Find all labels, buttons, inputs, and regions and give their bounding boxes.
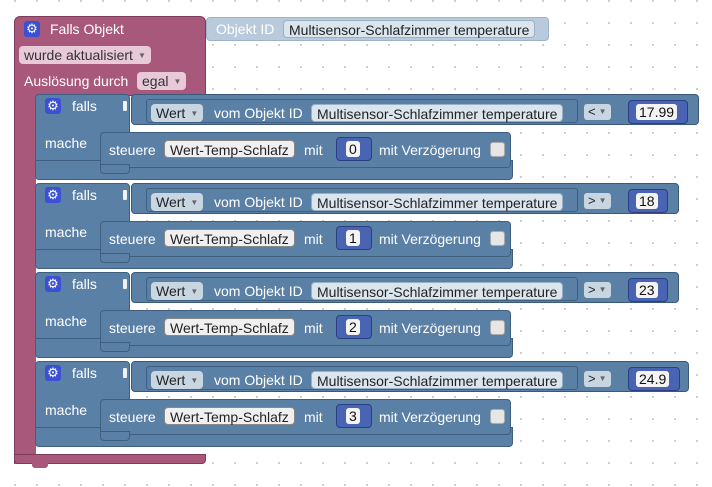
do-label: mache — [45, 313, 88, 329]
with-label: mit — [304, 142, 323, 158]
operator-dropdown[interactable]: > ▼ — [584, 193, 611, 209]
control-label: steuere — [109, 231, 156, 247]
delay-label: mit Verzögerung — [379, 320, 481, 336]
delay-checkbox[interactable] — [490, 142, 505, 157]
delay-checkbox[interactable] — [490, 320, 505, 335]
with-label: mit — [304, 231, 323, 247]
dropdown-arrow-icon: ▼ — [190, 109, 199, 118]
variable-field[interactable]: Wert-Temp-Schlafz — [164, 140, 295, 158]
trigger-block[interactable] — [14, 16, 206, 468]
dropdown-arrow-icon: ▼ — [598, 196, 607, 205]
dropdown-arrow-icon: ▼ — [190, 287, 199, 296]
connector-notch — [123, 368, 127, 378]
variable-field[interactable]: Wert-Temp-Schlafz — [164, 229, 295, 247]
value-type-dropdown[interactable]: Wert ▼ — [151, 371, 204, 389]
set-value[interactable]: 1 — [346, 230, 360, 246]
object-field[interactable]: Multisensor-Schlafzimmer temperature — [311, 104, 564, 122]
control-label: steuere — [109, 409, 156, 425]
operator-dropdown[interactable]: < ▼ — [584, 104, 611, 120]
of-object-label: vom Objekt ID — [214, 105, 303, 121]
control-label: steuere — [109, 142, 156, 158]
value-type-dropdown[interactable]: Wert ▼ — [151, 193, 204, 211]
dropdown-arrow-icon: ▼ — [173, 77, 182, 86]
threshold-value[interactable]: 18 — [636, 193, 658, 209]
of-object-label: vom Objekt ID — [214, 194, 303, 210]
trigger-source-value: egal — [142, 73, 169, 89]
set-value[interactable]: 0 — [346, 141, 360, 157]
gear-icon[interactable]: ⚙ — [45, 187, 61, 203]
do-label: mache — [45, 135, 88, 151]
gear-icon[interactable]: ⚙ — [45, 365, 61, 381]
trigger-source-label: Auslösung durch — [24, 73, 129, 89]
object-field[interactable]: Multisensor-Schlafzimmer temperature — [311, 282, 564, 300]
value-type-dropdown[interactable]: Wert ▼ — [151, 104, 204, 122]
dropdown-arrow-icon: ▼ — [137, 51, 146, 60]
threshold-value[interactable]: 17.99 — [636, 104, 678, 120]
delay-label: mit Verzögerung — [379, 231, 481, 247]
trigger-title: Falls Objekt — [50, 21, 124, 37]
event-value: wurde aktualisiert — [24, 47, 133, 63]
object-id-label: Objekt ID — [216, 21, 275, 37]
if-label: falls — [72, 187, 97, 203]
set-value[interactable]: 3 — [346, 408, 360, 424]
threshold-value[interactable]: 23 — [636, 282, 658, 298]
operator-dropdown[interactable]: > ▼ — [584, 282, 611, 298]
delay-checkbox[interactable] — [490, 409, 505, 424]
dropdown-arrow-icon: ▼ — [598, 374, 607, 383]
if-label: falls — [72, 276, 97, 292]
variable-field[interactable]: Wert-Temp-Schlafz — [164, 407, 295, 425]
if-label: falls — [72, 98, 97, 114]
trigger-source-dropdown[interactable]: egal ▼ — [137, 72, 187, 90]
delay-label: mit Verzögerung — [379, 142, 481, 158]
if-label: falls — [72, 365, 97, 381]
object-field[interactable]: Multisensor-Schlafzimmer temperature — [311, 193, 564, 211]
delay-label: mit Verzögerung — [379, 409, 481, 425]
do-label: mache — [45, 402, 88, 418]
operator-dropdown[interactable]: > ▼ — [584, 371, 611, 387]
object-field[interactable]: Multisensor-Schlafzimmer temperature — [311, 371, 564, 389]
gear-icon[interactable]: ⚙ — [45, 276, 61, 292]
gear-icon[interactable]: ⚙ — [24, 21, 40, 37]
of-object-label: vom Objekt ID — [214, 372, 303, 388]
of-object-label: vom Objekt ID — [214, 283, 303, 299]
value-type-dropdown[interactable]: Wert ▼ — [151, 282, 204, 300]
set-value-block[interactable] — [336, 315, 372, 339]
connector-notch — [123, 101, 127, 111]
threshold-block[interactable] — [628, 278, 668, 302]
dropdown-arrow-icon: ▼ — [190, 198, 199, 207]
connector-notch — [123, 190, 127, 200]
connector-notch — [123, 279, 127, 289]
dropdown-arrow-icon: ▼ — [598, 285, 607, 294]
dropdown-arrow-icon: ▼ — [190, 376, 199, 385]
set-value[interactable]: 2 — [346, 319, 360, 335]
gear-icon[interactable]: ⚙ — [45, 98, 61, 114]
object-id-field[interactable]: Multisensor-Schlafzimmer temperature — [283, 20, 536, 38]
event-dropdown[interactable]: wurde aktualisiert ▼ — [19, 46, 151, 64]
variable-field[interactable]: Wert-Temp-Schlafz — [164, 318, 295, 336]
control-label: steuere — [109, 320, 156, 336]
do-label: mache — [45, 224, 88, 240]
with-label: mit — [304, 320, 323, 336]
delay-checkbox[interactable] — [490, 231, 505, 246]
dropdown-arrow-icon: ▼ — [598, 107, 607, 116]
threshold-value[interactable]: 24.9 — [636, 371, 670, 387]
with-label: mit — [304, 409, 323, 425]
